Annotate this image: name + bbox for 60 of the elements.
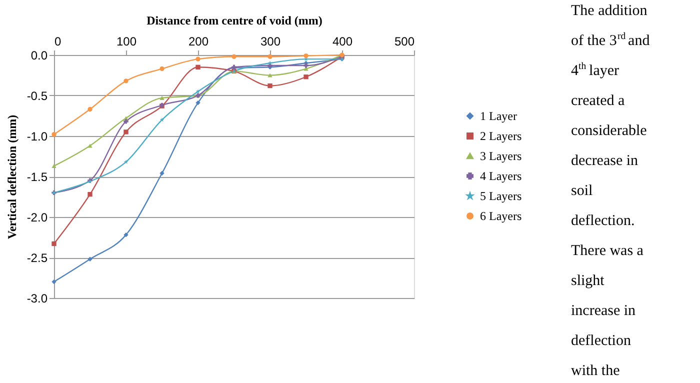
point (124, 119, 128, 124)
text: deflection. (571, 213, 635, 229)
point (268, 73, 272, 78)
point (304, 74, 308, 80)
point (304, 63, 308, 68)
x-tick-label: 300 (260, 34, 281, 48)
text: There was a (571, 243, 644, 259)
x-tick-label: 0 (54, 34, 62, 48)
text: created a (571, 93, 626, 109)
x-tick-label: 400 (332, 34, 353, 48)
point (268, 83, 272, 88)
point (304, 53, 308, 58)
legend-label: 3 Layers (480, 149, 522, 163)
text: slight (571, 273, 606, 289)
point (88, 256, 92, 262)
point (196, 100, 200, 106)
y-tick-label: -2.5 (26, 251, 48, 265)
legend-label: 5 Layers (480, 189, 522, 203)
text: deflection (571, 333, 632, 349)
text: soil (571, 183, 593, 199)
point (160, 170, 164, 176)
point (160, 96, 164, 100)
point (52, 164, 56, 168)
point (196, 64, 200, 70)
point (124, 160, 128, 164)
y-tick-label: -2.0 (26, 210, 48, 224)
y-tick-label: -0.5 (26, 89, 48, 103)
legend-label: 1 Layer (480, 109, 517, 123)
y-tick-label: -1.5 (26, 170, 48, 184)
y-axis-title: Vertical deflection (mm) (4, 114, 19, 240)
x-tick-label: 100 (116, 34, 137, 48)
point (196, 89, 200, 94)
point (88, 106, 92, 112)
y-tick-label: -1.0 (26, 130, 48, 144)
point (52, 279, 56, 284)
point (124, 130, 128, 134)
x-axis-title: Distance from centre of void (mm) (146, 14, 322, 28)
point (124, 78, 128, 84)
point (160, 66, 164, 72)
point (124, 232, 128, 238)
point (268, 54, 272, 59)
legend-label: 4 Layers (480, 169, 522, 183)
text: The addition (571, 3, 648, 19)
text: decrease in (571, 153, 639, 169)
point (196, 56, 200, 62)
point (160, 117, 164, 122)
point (88, 192, 92, 197)
legend-label: 2 Layers (480, 129, 522, 143)
point (52, 132, 56, 137)
y-tick-label: 0.0 (30, 48, 48, 62)
point (232, 54, 236, 59)
y-tick-label: -3.0 (26, 292, 48, 306)
text: considerable (571, 123, 648, 139)
x-tick-label: 500 (394, 34, 415, 48)
legend-label: 6 Layers (480, 209, 522, 223)
point (88, 144, 92, 148)
text: increase in (571, 303, 636, 319)
x-tick-label: 200 (188, 34, 209, 48)
point (52, 241, 56, 246)
text: with the (571, 363, 620, 379)
